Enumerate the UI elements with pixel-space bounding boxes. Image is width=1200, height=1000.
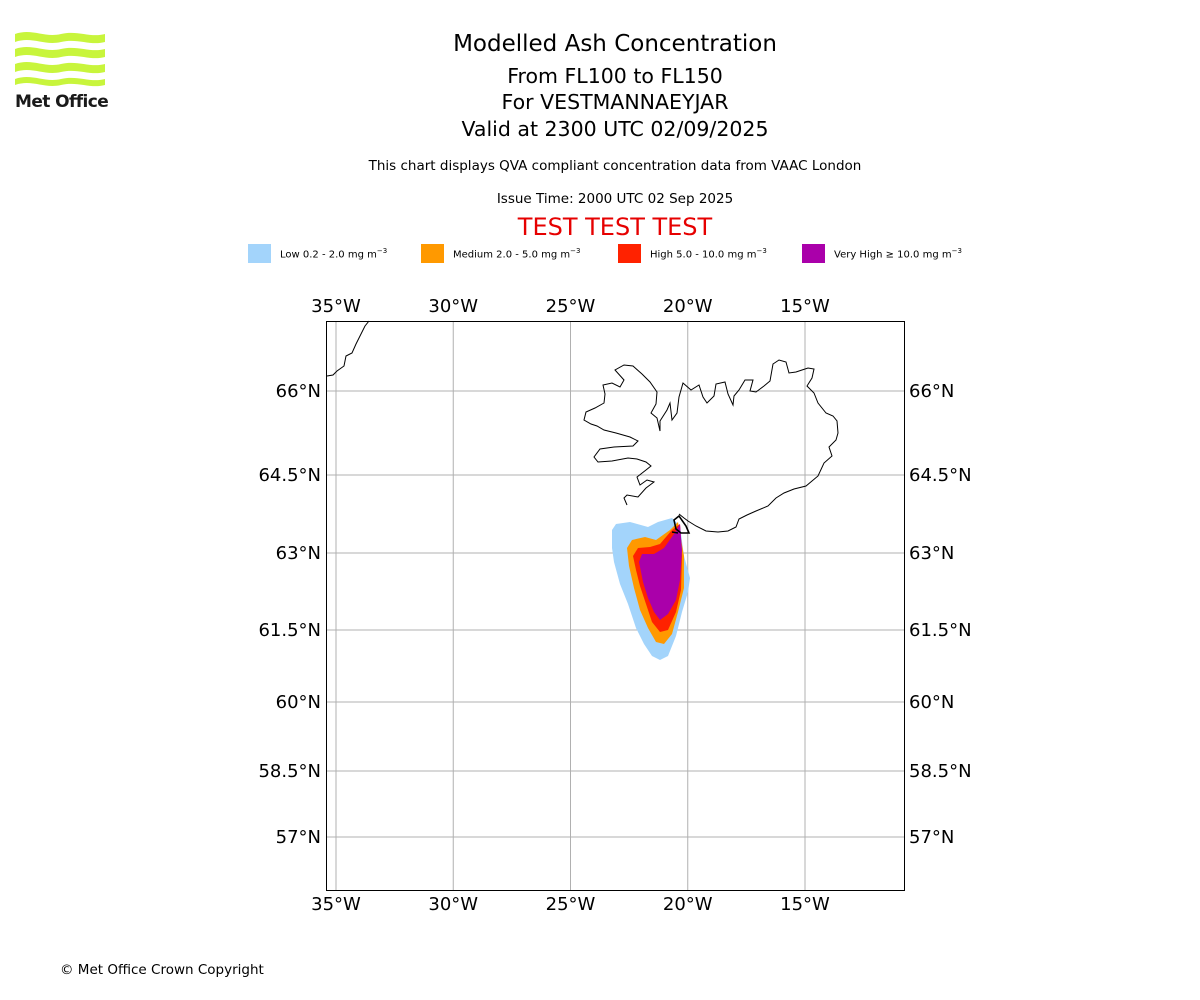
lon-tick-label-bottom: 30°W — [428, 894, 478, 915]
legend-label-very-high: Very High ≥ 10.0 mg m−3 — [834, 247, 962, 261]
issue-time: Issue Time: 2000 UTC 02 Sep 2025 — [496, 191, 734, 207]
lon-tick-label-bottom: 25°W — [546, 894, 596, 915]
copyright-notice: © Met Office Crown Copyright — [60, 962, 264, 978]
lon-tick-label-top: 15°W — [780, 296, 830, 317]
lat-tick-label-left: 60°N — [276, 692, 321, 713]
map-frame — [326, 321, 905, 891]
vestmannaeyjar-islands — [671, 514, 691, 534]
legend-swatch-low — [248, 244, 271, 263]
axis-ticks: 35°W 35°W 30°W 30°W 25°W 25°W 20°W 20°W 15°W 15°W… — [258, 296, 971, 915]
lon-tick-label-bottom: 20°W — [663, 894, 713, 915]
lat-tick-label-left: 63°N — [276, 543, 321, 564]
valid-time: Valid at 2300 UTC 02/09/2025 — [461, 117, 769, 141]
lat-tick-label-right: 64.5°N — [909, 465, 972, 486]
logo-wordmark: Met Office — [15, 92, 109, 112]
lon-tick-label-bottom: 15°W — [780, 894, 830, 915]
chart-description: This chart displays QVA compliant concen… — [368, 158, 862, 174]
ash-plume — [612, 518, 690, 660]
legend-swatch-very-high — [802, 244, 825, 263]
chart-title: Modelled Ash Concentration — [453, 31, 777, 57]
greenland-coast — [326, 320, 370, 377]
legend-swatch-medium — [421, 244, 444, 263]
lon-tick-label-top: 30°W — [428, 296, 478, 317]
coastline — [326, 320, 839, 534]
lon-tick-label-top: 20°W — [663, 296, 713, 317]
lat-tick-label-right: 66°N — [909, 381, 954, 402]
graticule — [327, 322, 904, 890]
lat-tick-label-right: 57°N — [909, 827, 954, 848]
lat-tick-label-right: 61.5°N — [909, 620, 972, 641]
test-banner: TEST TEST TEST — [517, 213, 713, 241]
ash-very-high-area — [639, 524, 682, 620]
legend-label-high: High 5.0 - 10.0 mg m−3 — [650, 247, 767, 261]
volcano-name: For VESTMANNAEYJAR — [501, 90, 729, 114]
lat-tick-label-right: 63°N — [909, 543, 954, 564]
lon-tick-label-top: 25°W — [546, 296, 596, 317]
flight-level-range: From FL100 to FL150 — [507, 64, 723, 88]
lon-tick-label-bottom: 35°W — [311, 894, 361, 915]
lat-tick-label-left: 58.5°N — [258, 761, 321, 782]
lon-tick-label-top: 35°W — [311, 296, 361, 317]
lat-tick-label-left: 61.5°N — [258, 620, 321, 641]
lat-tick-label-right: 60°N — [909, 692, 954, 713]
iceland-coast — [583, 359, 839, 533]
legend-label-medium: Medium 2.0 - 5.0 mg m−3 — [453, 247, 581, 261]
lat-tick-label-left: 66°N — [276, 381, 321, 402]
lat-tick-label-left: 57°N — [276, 827, 321, 848]
legend-label-low: Low 0.2 - 2.0 mg m−3 — [280, 247, 388, 261]
met-office-logo — [15, 32, 105, 87]
lat-tick-label-right: 58.5°N — [909, 761, 972, 782]
lat-tick-label-left: 64.5°N — [258, 465, 321, 486]
legend-swatch-high — [618, 244, 641, 263]
